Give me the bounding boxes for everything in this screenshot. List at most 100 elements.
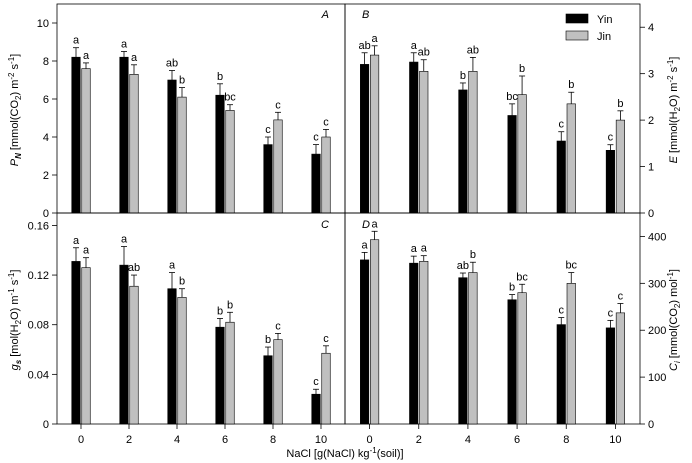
sig-letter-yin-A: b xyxy=(217,71,223,83)
sig-letter-jin-A: bc xyxy=(224,92,236,104)
sig-letter-yin-C: a xyxy=(169,260,176,272)
sig-letter-yin-C: a xyxy=(73,235,80,247)
x-axis-title: NaCl [g(NaCl) kg-1(soil)] xyxy=(286,446,403,460)
bar-yin-A xyxy=(311,153,321,214)
sig-letter-jin-D: a xyxy=(372,218,379,230)
bar-yin-C xyxy=(71,261,81,425)
bar-jin-B xyxy=(370,54,380,214)
y-tick-label-D: 100 xyxy=(648,372,666,384)
bar-jin-C xyxy=(177,297,187,425)
sig-letter-jin-B: b xyxy=(617,98,623,110)
sig-letter-yin-B: ab xyxy=(358,40,370,52)
bar-yin-B xyxy=(458,89,468,214)
panel-frame-C xyxy=(56,212,346,425)
sig-letter-yin-B: bc xyxy=(506,91,518,103)
bar-jin-A xyxy=(225,110,235,214)
x-tick-label-C: 8 xyxy=(270,434,276,446)
bar-yin-B xyxy=(409,61,419,214)
bar-yin-B xyxy=(360,64,370,214)
sig-letter-yin-D: a xyxy=(411,243,418,255)
legend-label-yin: Yin xyxy=(597,14,613,26)
sig-letter-jin-D: bc xyxy=(516,271,528,283)
bar-yin-A xyxy=(167,79,177,214)
sig-letter-jin-D: bc xyxy=(565,260,577,272)
bar-jin-A xyxy=(129,74,139,214)
bar-jin-D xyxy=(419,260,429,425)
bar-jin-C xyxy=(225,321,235,425)
bar-yin-D xyxy=(507,299,517,425)
y-tick-label-C: 0.04 xyxy=(28,369,49,381)
y-tick-label-D: 200 xyxy=(648,325,666,337)
bar-jin-A xyxy=(81,68,91,214)
y-tick-label-C: 0.08 xyxy=(28,320,49,332)
bar-yin-B xyxy=(605,150,615,214)
sig-letter-jin-A: a xyxy=(131,52,138,64)
y-tick-label-B: 2 xyxy=(648,115,654,127)
sig-letter-yin-B: c xyxy=(608,132,614,144)
sig-letter-yin-C: c xyxy=(313,376,319,388)
sig-letter-jin-B: a xyxy=(372,33,379,45)
legend: Yin Jin xyxy=(565,13,613,43)
x-tick-label-C: 0 xyxy=(78,434,84,446)
panel-frame-D xyxy=(344,212,641,425)
sig-letter-yin-D: a xyxy=(362,239,369,251)
y-axis-title-A: PN [mmol(CO2) m-2 s-1] xyxy=(7,54,23,167)
bar-yin-C xyxy=(311,393,321,425)
sig-letter-jin-A: c xyxy=(323,116,329,128)
sig-letter-jin-D: a xyxy=(421,243,428,255)
x-tick-label-D: 0 xyxy=(367,434,373,446)
y-tick-label-A: 8 xyxy=(43,56,49,68)
x-tick-label-D: 4 xyxy=(465,434,471,446)
sig-letter-jin-A: b xyxy=(179,75,185,87)
sig-letter-yin-C: b xyxy=(265,334,271,346)
sig-letter-yin-A: a xyxy=(121,39,128,51)
y-tick-label-B: 4 xyxy=(648,22,654,34)
bar-jin-B xyxy=(566,103,576,214)
x-tick-label-C: 10 xyxy=(315,434,327,446)
y-tick-label-A: 6 xyxy=(43,94,49,106)
sig-letter-jin-A: a xyxy=(83,50,90,62)
y-tick-label-B: 0 xyxy=(648,208,654,220)
bar-jin-B xyxy=(517,94,527,214)
sig-letter-jin-C: c xyxy=(275,320,281,332)
bar-yin-A xyxy=(119,56,129,214)
bar-jin-C xyxy=(321,352,331,425)
y-tick-label-C: 0.12 xyxy=(28,270,49,282)
bar-yin-B xyxy=(507,115,517,214)
y-tick-label-A: 2 xyxy=(43,170,49,182)
y-tick-label-B: 3 xyxy=(648,69,654,81)
panel-label-B: B xyxy=(362,9,369,21)
sig-letter-yin-D: ab xyxy=(457,260,469,272)
bar-jin-B xyxy=(468,71,478,214)
y-axis-title-B: E [mmol(H2O) m-2 s-1] xyxy=(666,57,682,164)
bar-jin-A xyxy=(273,119,283,214)
x-tick-label-D: 6 xyxy=(514,434,520,446)
sig-letter-jin-D: b xyxy=(470,249,476,261)
sig-letter-jin-C: b xyxy=(179,276,185,288)
bar-jin-D xyxy=(468,272,478,425)
bar-yin-A xyxy=(71,56,81,214)
bar-yin-D xyxy=(360,259,370,425)
bar-jin-A xyxy=(321,136,331,214)
bar-jin-D xyxy=(566,283,576,425)
x-tick-label-C: 4 xyxy=(174,434,180,446)
sig-letter-jin-C: b xyxy=(227,299,233,311)
x-tick-label-D: 2 xyxy=(416,434,422,446)
sig-letter-yin-D: c xyxy=(559,305,565,317)
sig-letter-jin-B: ab xyxy=(418,47,430,59)
bar-yin-D xyxy=(409,262,419,425)
panel-frame-B xyxy=(344,3,641,214)
sig-letter-yin-B: c xyxy=(559,119,565,131)
sig-letter-yin-A: ab xyxy=(166,58,178,70)
bar-yin-A xyxy=(263,144,273,214)
y-axis-title-D: Ci [mmol(CO2) mol-1] xyxy=(666,269,682,371)
x-tick-label-C: 2 xyxy=(126,434,132,446)
sig-letter-jin-C: c xyxy=(323,333,329,345)
sig-letter-yin-A: c xyxy=(265,124,271,136)
x-tick-label-D: 8 xyxy=(563,434,569,446)
y-tick-label-A: 4 xyxy=(43,132,49,144)
sig-letter-jin-C: ab xyxy=(128,262,140,274)
y-tick-label-C: 0 xyxy=(43,419,49,431)
